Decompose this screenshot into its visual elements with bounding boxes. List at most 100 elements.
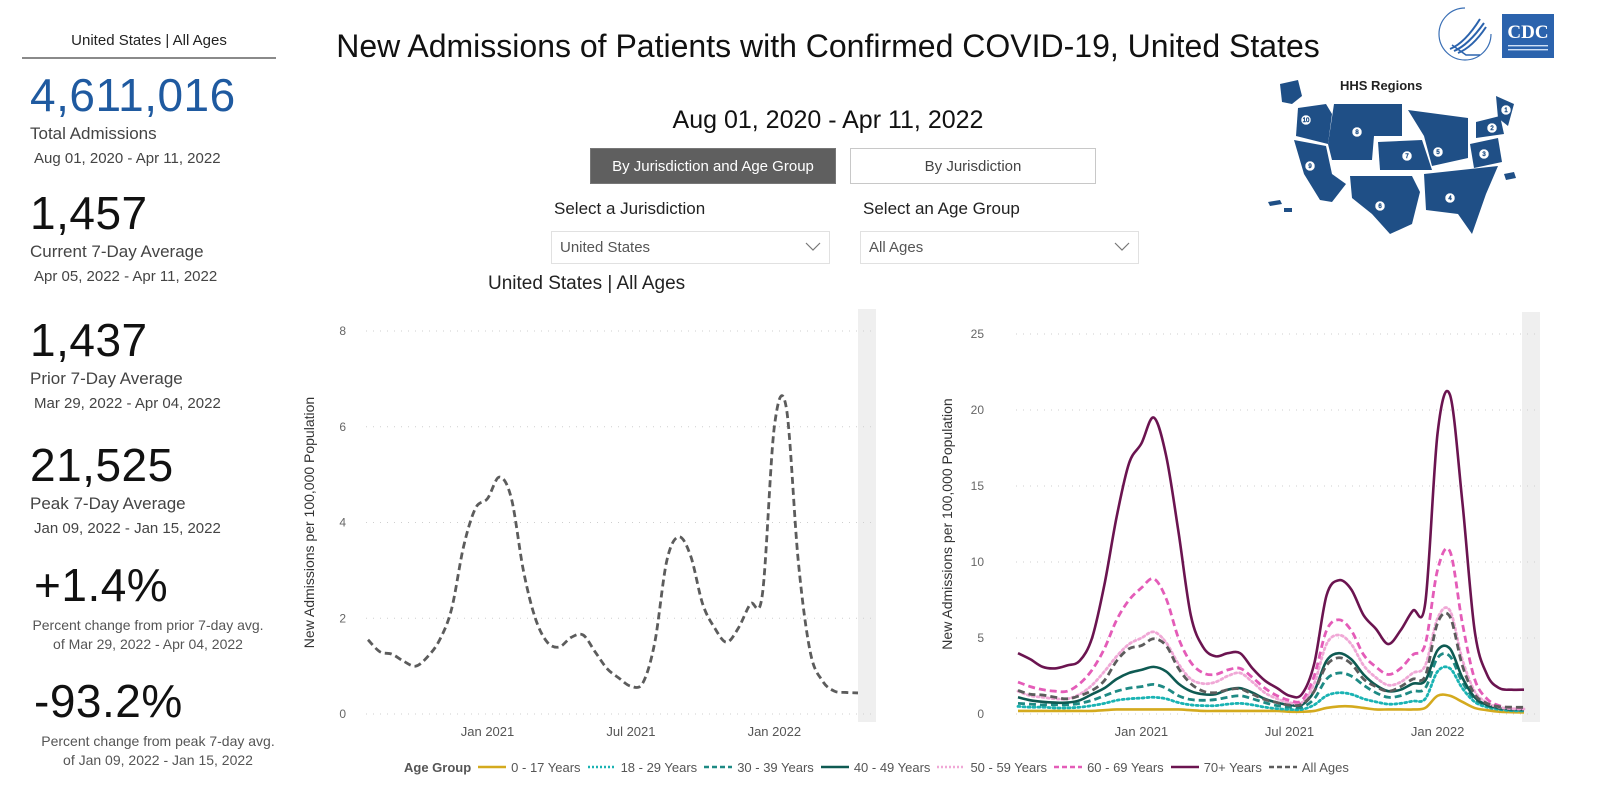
legend-item-age-40-49[interactable]: 40 - 49 Years xyxy=(820,760,930,775)
map-region-9[interactable] xyxy=(1294,140,1346,202)
kpi-prior-value: 1,437 xyxy=(30,314,148,366)
y-tick-label: 2 xyxy=(339,611,346,625)
hhs-regions-map[interactable]: 10 8 9 6 7 5 4 3 2 1 xyxy=(1262,74,1518,244)
map-region-hawaii[interactable] xyxy=(1268,200,1292,212)
x-tick-label: Jul 2021 xyxy=(1265,724,1314,739)
cdc-logo-icon: CDC xyxy=(1502,14,1554,58)
region-label: 8 xyxy=(1355,130,1359,136)
legend-item-age-50-59[interactable]: 50 - 59 Years xyxy=(936,760,1047,775)
legend-label: 18 - 29 Years xyxy=(620,759,698,775)
toggle-by-jurisdiction-and-age[interactable]: By Jurisdiction and Age Group xyxy=(590,148,836,184)
x-tick-label: Jan 2022 xyxy=(1411,724,1465,739)
series-line-age-30-39[interactable] xyxy=(1017,652,1525,712)
kpi-pct-peak-note: Percent change from peak 7-day avg. of J… xyxy=(41,733,275,768)
scroll-region[interactable] xyxy=(1522,312,1540,722)
map-region-8[interactable] xyxy=(1328,104,1402,160)
legend: Age Group 0 - 17 Years 18 - 29 Years 30 - … xyxy=(404,757,1355,777)
region-label: 1 xyxy=(1504,108,1508,114)
legend-label: All Ages xyxy=(1301,759,1349,775)
chart-by-age-group[interactable]: 0 5 10 15 20 25 Jan 2021 Jul 2021 Jan 2022 New Ad… xyxy=(934,285,1544,750)
region-label: 7 xyxy=(1405,154,1409,160)
kpi-peak-label: Peak 7-Day Average xyxy=(30,494,186,513)
jurisdiction-select[interactable]: United States xyxy=(551,231,830,264)
scroll-region[interactable] xyxy=(858,309,876,722)
x-tick-label: Jan 2021 xyxy=(1115,724,1169,739)
series-line-age-40-49[interactable] xyxy=(1017,644,1525,711)
kpi-peak-value: 21,525 xyxy=(30,439,174,491)
legend-label: 70+ Years xyxy=(1203,759,1262,775)
series-line-age-60-69[interactable] xyxy=(1017,546,1525,710)
chart-all-ages[interactable]: 0 2 4 6 8 Jan 2021 Jul 2021 Jan 2022 New Admissi… xyxy=(296,300,886,750)
legend-item-age-60-69[interactable]: 60 - 69 Years xyxy=(1053,760,1164,775)
legend-title: Age Group xyxy=(404,759,472,775)
series-line-age-0-17[interactable] xyxy=(1017,693,1525,714)
legend-item-age-18-29[interactable]: 18 - 29 Years xyxy=(587,759,698,775)
kpi-current-average: 1,457 Current 7-Day Average Apr 05, 2022… xyxy=(30,190,217,285)
cdc-logo-text: CDC xyxy=(1507,22,1548,43)
jurisdiction-label: Select a Jurisdiction xyxy=(554,199,706,218)
x-tick-label: Jan 2022 xyxy=(748,724,802,739)
kpi-total-label: Total Admissions xyxy=(30,124,157,143)
region-label: 6 xyxy=(1378,204,1382,210)
legend-item-all-ages[interactable]: All Ages xyxy=(1268,760,1349,775)
kpi-pct-prior-note: Percent change from prior 7-day avg. of … xyxy=(32,617,264,652)
kpi-prior-label: Prior 7-Day Average xyxy=(30,369,183,388)
legend-item-age-70-plus[interactable]: 70+ Years xyxy=(1170,760,1262,775)
y-tick-label: 8 xyxy=(339,324,346,338)
y-tick-label: 4 xyxy=(339,516,346,530)
x-tick-label: Jan 2021 xyxy=(461,724,515,739)
map-region-territories[interactable] xyxy=(1504,172,1516,180)
legend-label: 30 - 39 Years xyxy=(737,759,814,775)
region-label: 5 xyxy=(1436,150,1440,156)
kpi-current-label: Current 7-Day Average xyxy=(30,242,204,261)
kpi-peak-average: 21,525 Peak 7-Day Average Jan 09, 2022 -… xyxy=(30,442,221,537)
series-line-age-18-29[interactable] xyxy=(1016,665,1526,713)
chart-1-title: United States | All Ages xyxy=(488,273,686,294)
map-region-4[interactable] xyxy=(1424,166,1498,234)
legend-label: 50 - 59 Years xyxy=(970,759,1048,775)
kpi-current-range: Apr 05, 2022 - Apr 11, 2022 xyxy=(34,268,218,285)
chevron-down-icon xyxy=(805,242,821,251)
y-tick-label: 5 xyxy=(977,631,984,645)
kpi-pct-peak-value: -93.2% xyxy=(34,675,183,727)
map-region-5[interactable] xyxy=(1408,110,1468,166)
legend-item-age-0-17[interactable]: 0 - 17 Years xyxy=(477,759,581,775)
jurisdiction-value: United States xyxy=(560,239,651,256)
kpi-prior-average: 1,437 Prior 7-Day Average Mar 29, 2022 -… xyxy=(30,317,221,412)
kpi-prior-range: Mar 29, 2022 - Apr 04, 2022 xyxy=(34,395,221,412)
series-line-all-ages[interactable] xyxy=(1017,611,1525,709)
legend-swatch-icon xyxy=(478,765,507,769)
kpi-total-admissions: 4,611,016 Total Admissions Aug 01, 2020 … xyxy=(30,72,236,167)
legend-label: 60 - 69 Years xyxy=(1087,759,1164,775)
date-range: Aug 01, 2020 - Apr 11, 2022 xyxy=(672,106,984,134)
kpi-pct-prior-value: +1.4% xyxy=(34,559,169,611)
series-line-age-70-plus[interactable] xyxy=(1017,389,1525,699)
region-label: 3 xyxy=(1482,152,1486,158)
series-line-all-ages[interactable] xyxy=(366,394,859,695)
kpi-pct-change-prior: +1.4% Percent change from prior 7-day av… xyxy=(32,559,268,654)
series-line-age-50-59[interactable] xyxy=(1016,606,1526,711)
y-tick-label: 25 xyxy=(971,327,985,341)
region-label: 2 xyxy=(1490,126,1494,132)
y-tick-label: 10 xyxy=(971,555,985,569)
y-axis-title: New Admissions per 100,000 Population xyxy=(939,398,955,649)
kpi-total-range: Aug 01, 2020 - Apr 11, 2022 xyxy=(34,150,221,167)
legend-item-age-30-39[interactable]: 30 - 39 Years xyxy=(703,760,814,775)
map-region-alaska[interactable] xyxy=(1280,80,1302,104)
map-region-10[interactable] xyxy=(1296,104,1332,144)
legend-label: 0 - 17 Years xyxy=(511,759,581,775)
map-title: HHS Regions xyxy=(1340,78,1423,93)
kpi-current-value: 1,457 xyxy=(30,187,148,239)
y-tick-label: 15 xyxy=(971,479,985,493)
legend-swatch-icon xyxy=(587,765,616,769)
kpi-peak-range: Jan 09, 2022 - Jan 15, 2022 xyxy=(34,520,221,537)
legend-swatch-icon xyxy=(1054,765,1083,769)
y-tick-label: 6 xyxy=(339,420,346,434)
age-group-select[interactable]: All Ages xyxy=(860,231,1139,264)
kpi-header: United States | All Ages xyxy=(22,32,276,59)
region-label: 4 xyxy=(1448,196,1452,202)
toggle-by-jurisdiction[interactable]: By Jurisdiction xyxy=(850,148,1096,184)
kpi-pct-change-peak: -93.2% Percent change from peak 7-day av… xyxy=(34,678,278,770)
legend-swatch-icon xyxy=(1170,765,1199,769)
y-tick-label: 0 xyxy=(339,707,346,721)
